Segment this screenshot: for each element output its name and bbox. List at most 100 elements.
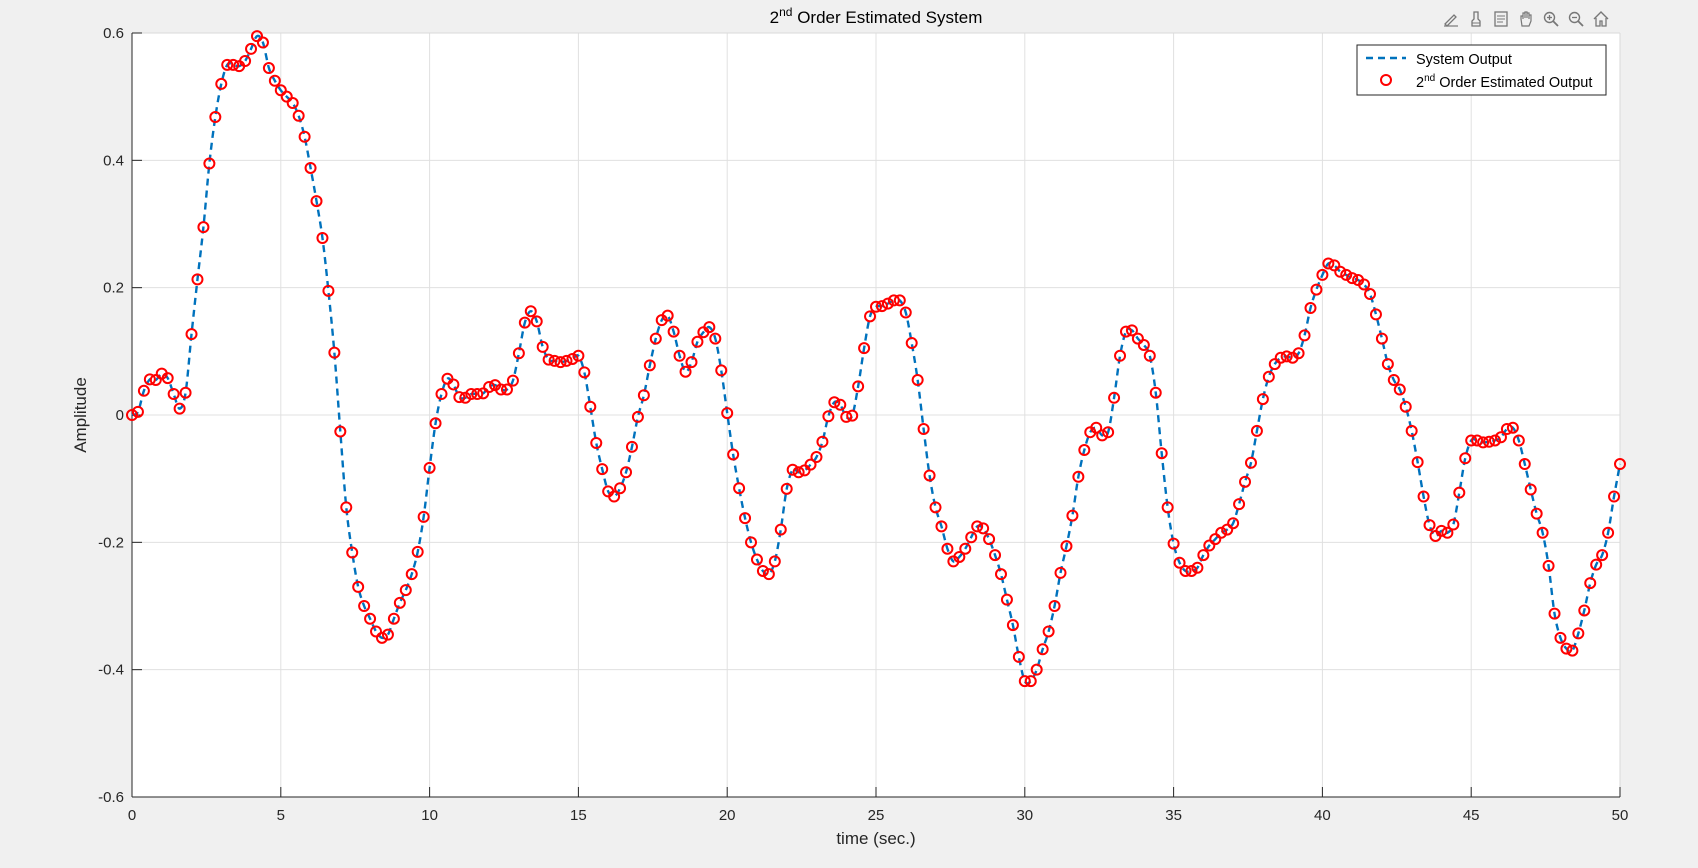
estimated-output-marker bbox=[453, 391, 466, 404]
y-tick-label: -0.4 bbox=[98, 662, 124, 679]
estimated-output-marker bbox=[387, 612, 400, 625]
estimated-output-marker bbox=[1560, 642, 1573, 655]
y-tick-label: 0 bbox=[116, 407, 124, 424]
estimated-output-marker bbox=[673, 349, 686, 362]
estimated-output-marker bbox=[423, 461, 436, 474]
estimated-output-marker bbox=[1274, 351, 1287, 364]
edit-plot-button[interactable] bbox=[1439, 8, 1462, 30]
estimated-output-marker bbox=[1185, 564, 1198, 577]
x-tick-label: 50 bbox=[1612, 807, 1629, 824]
estimated-output-marker bbox=[971, 520, 984, 533]
estimated-output-marker bbox=[1477, 436, 1490, 449]
estimated-output-marker bbox=[1036, 643, 1049, 656]
estimated-output-marker bbox=[840, 410, 853, 423]
y-tick-label: 0.2 bbox=[103, 280, 124, 297]
estimated-output-marker bbox=[1114, 349, 1127, 362]
estimated-output-marker bbox=[203, 157, 216, 170]
estimated-output-marker bbox=[1096, 429, 1109, 442]
estimated-output-marker bbox=[375, 631, 388, 644]
x-tick-label: 25 bbox=[868, 807, 885, 824]
estimated-output-marker bbox=[667, 325, 680, 338]
legend-entry-estimated-output: 2nd Order Estimated Output bbox=[1416, 73, 1592, 91]
estimated-output-marker bbox=[268, 74, 281, 87]
estimated-output-marker bbox=[721, 407, 734, 420]
estimated-output-marker bbox=[1590, 558, 1603, 571]
estimated-output-marker bbox=[887, 294, 900, 307]
estimated-output-marker bbox=[1542, 559, 1555, 572]
brush-button[interactable] bbox=[1464, 8, 1487, 30]
estimated-output-marker bbox=[352, 580, 365, 593]
estimated-output-marker bbox=[340, 501, 353, 514]
estimated-output-marker bbox=[280, 90, 293, 103]
estimated-output-marker bbox=[715, 364, 728, 377]
estimated-output-marker bbox=[1149, 386, 1162, 399]
y-axis-label: Amplitude bbox=[71, 377, 90, 453]
estimated-output-marker bbox=[1500, 423, 1513, 436]
estimated-output-marker bbox=[1012, 650, 1025, 663]
x-tick-label: 15 bbox=[570, 807, 587, 824]
estimated-output-marker bbox=[923, 469, 936, 482]
estimated-output-marker bbox=[1465, 434, 1478, 447]
grid-lines bbox=[132, 33, 1620, 797]
pan-button[interactable] bbox=[1514, 8, 1537, 30]
estimated-output-marker bbox=[1548, 607, 1561, 620]
estimated-output-marker bbox=[1244, 456, 1257, 469]
estimated-output-marker bbox=[727, 448, 740, 461]
estimated-output-marker bbox=[1239, 475, 1252, 488]
estimated-output-marker bbox=[1506, 421, 1519, 434]
data-tips-icon bbox=[1493, 11, 1508, 27]
estimated-output-marker bbox=[191, 273, 204, 286]
estimated-output-marker bbox=[745, 536, 758, 549]
estimated-output-marker bbox=[1566, 644, 1579, 657]
estimated-output-marker bbox=[536, 340, 549, 353]
estimated-output-marker bbox=[1578, 604, 1591, 617]
estimated-output-marker bbox=[304, 161, 317, 174]
estimated-output-marker bbox=[858, 342, 871, 355]
estimated-output-marker bbox=[239, 55, 252, 68]
x-tick-label: 5 bbox=[277, 807, 285, 824]
estimated-output-marker bbox=[911, 373, 924, 386]
estimated-output-marker bbox=[495, 383, 508, 396]
x-axis-label: time (sec.) bbox=[836, 829, 915, 848]
estimated-output-marker bbox=[822, 410, 835, 423]
estimated-output-marker bbox=[1536, 526, 1549, 539]
estimated-output-marker bbox=[691, 335, 704, 348]
estimated-output-marker bbox=[286, 97, 299, 110]
estimated-output-marker bbox=[989, 549, 1002, 562]
estimated-output-marker bbox=[1000, 593, 1013, 606]
x-tick-label: 35 bbox=[1165, 807, 1182, 824]
estimated-output-marker bbox=[1328, 259, 1341, 272]
estimated-output-marker bbox=[1173, 556, 1186, 569]
estimated-output-marker bbox=[328, 346, 341, 359]
estimated-output-marker bbox=[548, 354, 561, 367]
estimated-output-marker bbox=[1608, 490, 1621, 503]
home-button[interactable] bbox=[1589, 8, 1612, 30]
estimated-output-marker bbox=[792, 466, 805, 479]
estimated-output-marker bbox=[1298, 329, 1311, 342]
estimated-output-marker bbox=[631, 410, 644, 423]
estimated-output-marker bbox=[1280, 350, 1293, 363]
estimated-output-marker bbox=[435, 387, 448, 400]
estimated-output-marker bbox=[994, 568, 1007, 581]
estimated-output-marker bbox=[1304, 302, 1317, 315]
estimated-output-marker bbox=[1155, 447, 1168, 460]
y-tick-label: -0.6 bbox=[98, 789, 124, 806]
zoom-out-button[interactable] bbox=[1564, 8, 1587, 30]
estimated-output-marker bbox=[828, 396, 841, 409]
x-tick-label: 20 bbox=[719, 807, 736, 824]
legend[interactable]: System Output 2nd Order Estimated Output bbox=[1356, 44, 1607, 96]
data-tips-button[interactable] bbox=[1489, 8, 1512, 30]
zoom-in-button[interactable] bbox=[1539, 8, 1562, 30]
estimated-output-marker bbox=[1221, 523, 1234, 536]
estimated-output-marker bbox=[256, 36, 269, 49]
estimated-output-marker bbox=[364, 612, 377, 625]
estimated-output-marker bbox=[1369, 308, 1382, 321]
estimated-output-marker bbox=[447, 378, 460, 391]
estimated-output-marker bbox=[1072, 470, 1085, 483]
estimated-output-marker bbox=[1042, 625, 1055, 638]
estimated-output-marker bbox=[625, 440, 638, 453]
estimated-output-marker bbox=[661, 309, 674, 322]
estimated-output-marker bbox=[584, 400, 597, 413]
estimated-output-marker bbox=[459, 391, 472, 404]
estimated-output-marker bbox=[1048, 600, 1061, 612]
